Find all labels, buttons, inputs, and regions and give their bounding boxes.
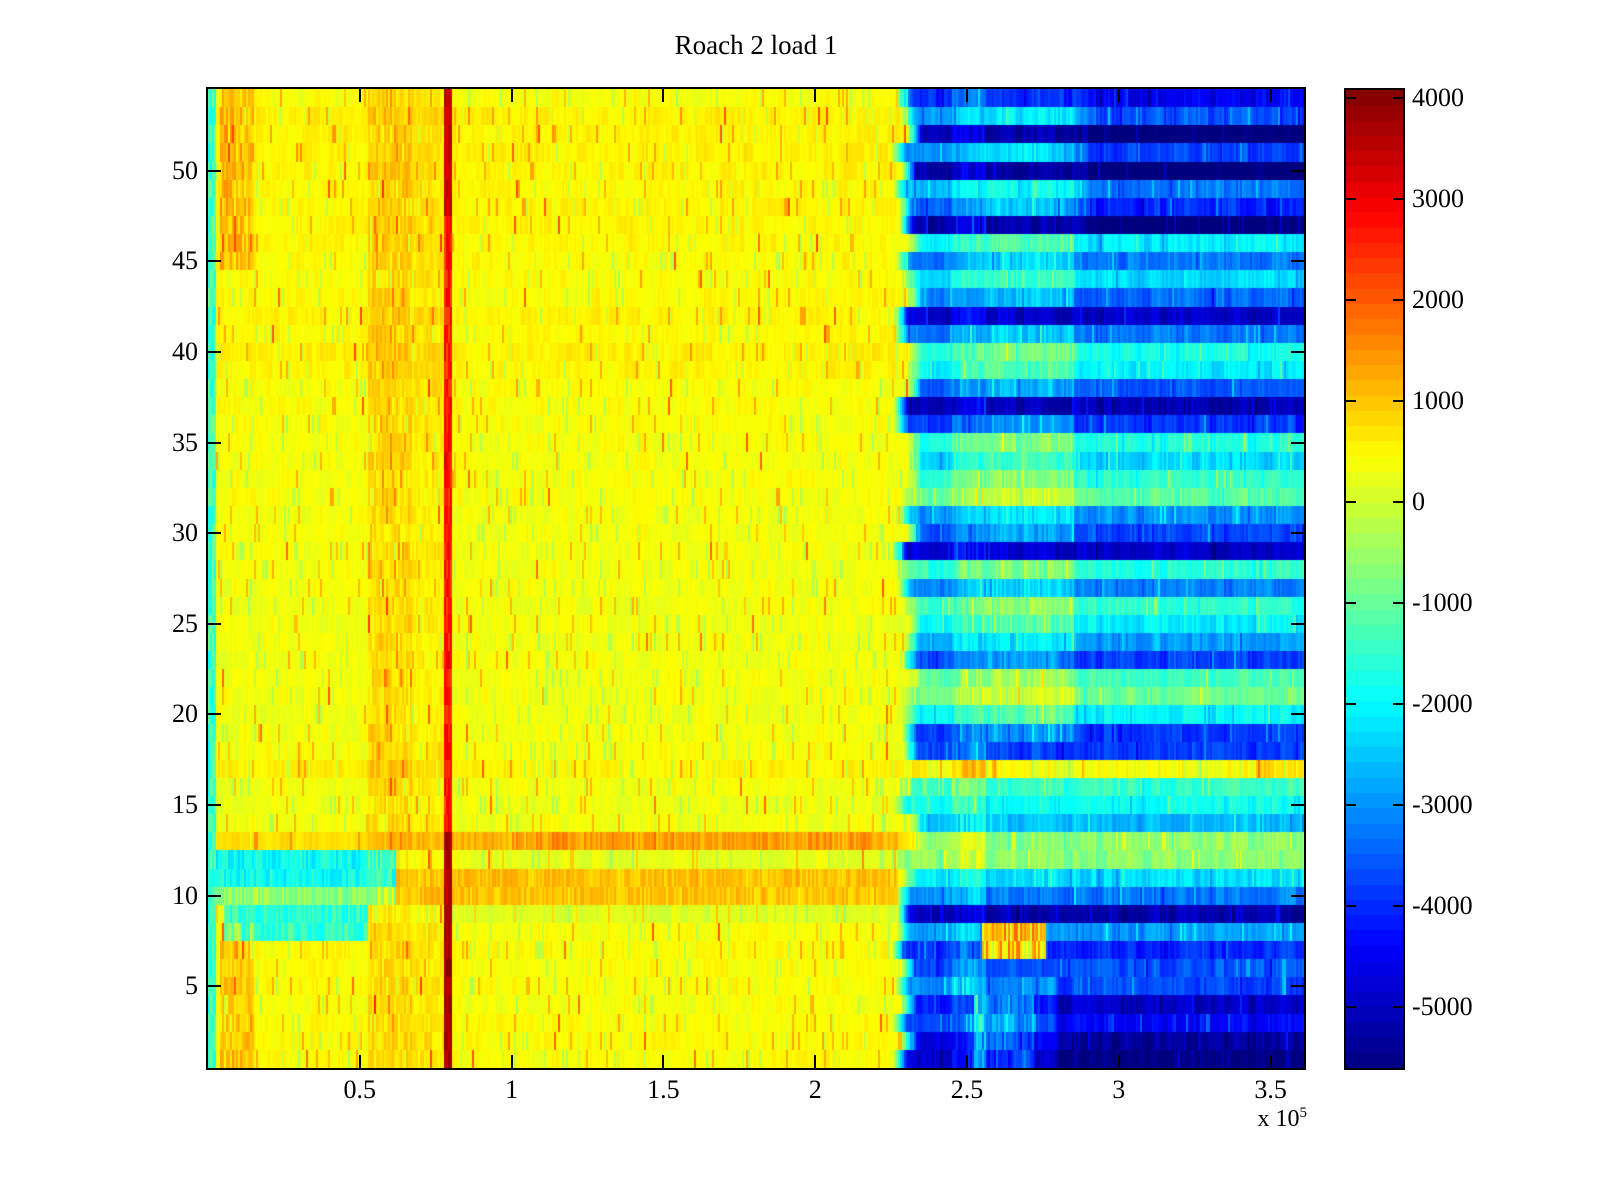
colorbar-tick-mark bbox=[1346, 197, 1356, 200]
y-tick-label: 35 bbox=[172, 427, 198, 457]
colorbar-border-left bbox=[1344, 88, 1346, 1070]
y-tick-mark-right bbox=[1291, 713, 1304, 716]
y-tick-mark-right bbox=[1291, 441, 1304, 444]
x-tick-mark-top bbox=[358, 89, 361, 102]
x-tick-label: 2.5 bbox=[950, 1075, 984, 1104]
y-tick-label: 10 bbox=[172, 880, 198, 910]
colorbar-tick-mark-right bbox=[1393, 702, 1403, 705]
colorbar-tick-label: -5000 bbox=[1412, 991, 1473, 1021]
colorbar-tick-mark-right bbox=[1393, 298, 1403, 301]
colorbar-tick-mark bbox=[1346, 904, 1356, 907]
y-tick-mark bbox=[208, 804, 221, 807]
y-tick-mark-right bbox=[1291, 260, 1304, 263]
y-tick-mark bbox=[208, 169, 221, 172]
colorbar-tick-mark-right bbox=[1393, 1005, 1403, 1008]
y-tick-mark bbox=[208, 350, 221, 353]
y-tick-mark bbox=[208, 894, 221, 897]
x-tick-mark bbox=[662, 1055, 665, 1068]
x-tick-mark bbox=[1117, 1055, 1120, 1068]
chart-title: Roach 2 load 1 bbox=[674, 30, 838, 60]
y-tick-label: 20 bbox=[172, 699, 198, 729]
x-tick-label: 1.5 bbox=[647, 1075, 680, 1104]
colorbar-tick-mark-right bbox=[1393, 803, 1403, 806]
colorbar-tick-mark-right bbox=[1393, 500, 1403, 503]
x-tick-mark bbox=[814, 1055, 817, 1068]
colorbar-tick-mark bbox=[1346, 500, 1356, 503]
x-tick-mark bbox=[966, 1055, 968, 1068]
x-tick-mark-top bbox=[510, 89, 513, 102]
y-tick-label: 15 bbox=[172, 790, 198, 820]
colorbar-tick-mark bbox=[1346, 601, 1356, 604]
axis-border-bottom bbox=[206, 1068, 1306, 1070]
y-tick-mark-right bbox=[1291, 169, 1304, 172]
y-tick-mark-right bbox=[1291, 894, 1304, 897]
y-tick-mark-right bbox=[1291, 532, 1304, 535]
x-tick-mark bbox=[1269, 1055, 1272, 1068]
x-tick-mark bbox=[510, 1055, 513, 1068]
colorbar-tick-label: 1000 bbox=[1412, 385, 1464, 415]
axis-border-left bbox=[206, 87, 208, 1070]
colorbar-tick-label: 0 bbox=[1412, 486, 1425, 516]
colorbar-tick-mark-right bbox=[1393, 399, 1403, 402]
y-tick-mark-right bbox=[1291, 804, 1304, 807]
y-tick-mark bbox=[208, 713, 221, 716]
colorbar-tick-mark bbox=[1346, 1005, 1356, 1008]
y-tick-label: 5 bbox=[185, 971, 198, 1001]
x-tick-label: 1 bbox=[505, 1075, 519, 1104]
y-tick-label: 40 bbox=[172, 336, 198, 366]
x-tick-mark-top bbox=[966, 89, 968, 102]
colorbar-tick-mark-right bbox=[1393, 601, 1403, 604]
y-tick-mark-right bbox=[1291, 985, 1304, 988]
colorbar-tick-label: -2000 bbox=[1412, 688, 1473, 718]
y-tick-label: 25 bbox=[172, 608, 198, 638]
colorbar-tick-mark-right bbox=[1393, 197, 1403, 200]
colorbar-tick-label: -3000 bbox=[1412, 789, 1473, 819]
x-tick-mark-top bbox=[1117, 89, 1120, 102]
colorbar-tick-label: -1000 bbox=[1412, 587, 1473, 617]
colorbar-tick-label: 3000 bbox=[1412, 183, 1464, 213]
x-tick-mark-top bbox=[814, 89, 817, 102]
x-tick-mark-top bbox=[1269, 89, 1272, 102]
colorbar-tick-mark bbox=[1346, 399, 1356, 402]
x-tick-label: 0.5 bbox=[343, 1075, 377, 1104]
y-tick-mark bbox=[208, 622, 221, 625]
colorbar-border-top bbox=[1344, 88, 1405, 90]
y-tick-mark bbox=[208, 441, 221, 444]
x-tick-label: 3.5 bbox=[1254, 1075, 1287, 1104]
colorbar-tick-mark bbox=[1346, 803, 1356, 806]
x-tick-mark-top bbox=[662, 89, 665, 102]
x-tick-label: 2 bbox=[808, 1075, 822, 1104]
y-tick-label: 50 bbox=[172, 155, 198, 185]
colorbar-tick-mark-right bbox=[1393, 904, 1403, 907]
heatmap-canvas bbox=[208, 89, 1304, 1068]
x-tick-mark bbox=[358, 1055, 361, 1068]
colorbar-tick-label: -4000 bbox=[1412, 890, 1473, 920]
colorbar-tick-mark bbox=[1346, 96, 1356, 99]
axis-border-right bbox=[1304, 87, 1306, 1070]
y-tick-mark bbox=[208, 260, 221, 263]
colorbar-tick-mark bbox=[1346, 298, 1356, 301]
colorbar-tick-label: 4000 bbox=[1412, 82, 1464, 112]
axis-border-top bbox=[206, 87, 1306, 89]
x-axis-exponent-value: 5 bbox=[1299, 1105, 1308, 1121]
colorbar-border-bottom bbox=[1344, 1068, 1405, 1070]
colorbar-tick-mark bbox=[1346, 702, 1356, 705]
colorbar-border-right bbox=[1403, 88, 1405, 1070]
y-tick-mark bbox=[208, 532, 221, 535]
colorbar-tick-label: 2000 bbox=[1412, 284, 1464, 314]
y-tick-mark-right bbox=[1291, 622, 1304, 625]
y-tick-mark-right bbox=[1291, 350, 1304, 353]
x-axis-exponent-prefix: x 10 bbox=[1257, 1106, 1300, 1132]
colorbar-tick-mark-right bbox=[1393, 96, 1403, 99]
x-tick-label: 3 bbox=[1112, 1075, 1126, 1104]
x-axis-exponent-label: x 105 bbox=[1120, 1105, 1308, 1133]
colorbar-canvas bbox=[1346, 90, 1403, 1068]
y-tick-mark bbox=[208, 985, 221, 988]
y-tick-label: 45 bbox=[172, 246, 198, 276]
y-tick-label: 30 bbox=[172, 518, 198, 548]
